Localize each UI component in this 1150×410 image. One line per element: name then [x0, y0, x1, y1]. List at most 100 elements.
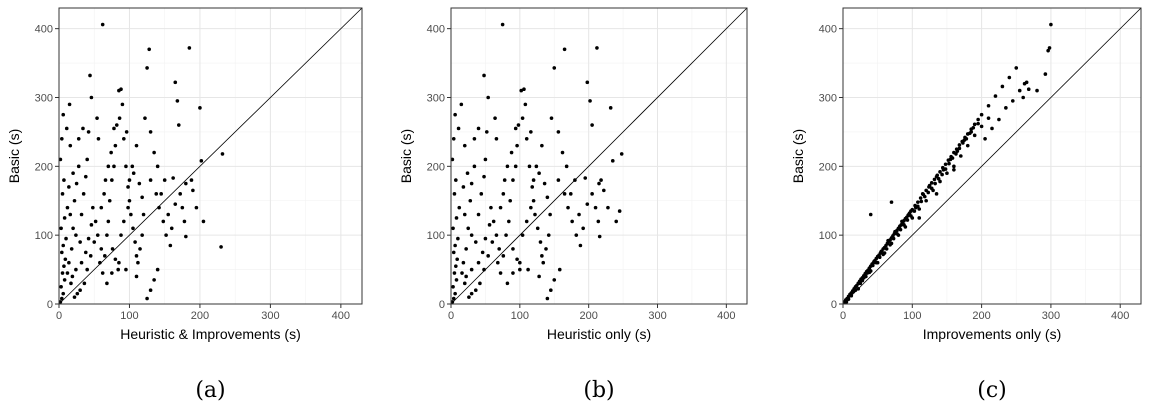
- data-point: [515, 257, 519, 262]
- data-point: [147, 47, 151, 52]
- data-point: [573, 178, 577, 182]
- y-tick-label: 300: [427, 92, 445, 104]
- data-point: [955, 149, 960, 153]
- data-point: [68, 143, 73, 148]
- data-point: [110, 271, 114, 275]
- x-tick-label: 300: [648, 310, 666, 322]
- data-point: [148, 130, 153, 134]
- data-point: [860, 278, 865, 283]
- data-point: [986, 116, 991, 120]
- data-point: [109, 150, 113, 155]
- x-axis-title: Heuristic only (s): [547, 326, 651, 342]
- data-point: [114, 123, 119, 127]
- data-point: [964, 136, 969, 141]
- data-point: [957, 143, 962, 147]
- data-point: [65, 205, 70, 210]
- data-point: [933, 181, 937, 186]
- data-point: [452, 192, 457, 196]
- data-point: [159, 192, 163, 196]
- data-point: [106, 219, 111, 224]
- data-point: [113, 143, 118, 148]
- data-point: [556, 178, 561, 182]
- data-point: [489, 205, 493, 210]
- data-point: [548, 212, 552, 217]
- data-point: [454, 178, 458, 182]
- data-point: [91, 205, 95, 210]
- data-point: [58, 300, 63, 304]
- data-point: [116, 267, 120, 272]
- data-point: [916, 200, 920, 204]
- data-point: [498, 205, 503, 210]
- data-point: [879, 249, 883, 254]
- data-point: [588, 99, 592, 103]
- data-point: [83, 250, 88, 255]
- y-tick-label: 200: [819, 161, 837, 173]
- data-point: [891, 236, 896, 241]
- data-point: [534, 164, 539, 169]
- data-point: [529, 205, 533, 210]
- data-point: [473, 288, 478, 293]
- y-axis-title: Basic (s): [398, 129, 414, 183]
- data-point: [187, 46, 192, 50]
- data-point: [130, 164, 135, 169]
- data-point: [469, 291, 474, 296]
- data-point: [529, 130, 533, 134]
- x-tick-label: 200: [972, 310, 990, 322]
- data-point: [61, 291, 66, 296]
- data-point: [199, 159, 204, 163]
- data-point: [68, 212, 73, 217]
- data-point: [220, 152, 225, 156]
- y-tick-label: 0: [439, 299, 445, 311]
- data-point: [456, 126, 461, 131]
- data-point: [464, 247, 468, 251]
- data-point: [867, 270, 872, 275]
- data-point: [103, 178, 108, 182]
- data-point: [140, 195, 144, 200]
- data-point: [59, 226, 63, 231]
- data-point: [483, 157, 488, 162]
- data-point: [473, 240, 478, 244]
- data-point: [82, 281, 87, 286]
- data-point: [531, 198, 536, 203]
- y-tick-label: 400: [427, 24, 445, 36]
- data-point: [537, 171, 541, 176]
- data-point: [451, 284, 455, 289]
- data-point: [468, 198, 473, 203]
- data-point: [518, 260, 522, 265]
- data-point: [70, 274, 75, 279]
- data-point: [542, 181, 547, 186]
- data-point: [881, 252, 885, 257]
- data-point: [64, 126, 69, 131]
- data-point: [62, 178, 66, 182]
- data-point: [155, 164, 160, 169]
- data-point: [983, 136, 987, 141]
- data-point: [145, 66, 149, 70]
- data-point: [929, 186, 934, 191]
- data-point: [541, 260, 546, 265]
- x-tick-label: 100: [903, 310, 921, 322]
- data-point: [69, 281, 73, 286]
- data-point: [76, 164, 81, 169]
- data-point: [462, 143, 467, 148]
- data-point: [858, 281, 863, 286]
- data-point: [533, 212, 537, 217]
- data-point: [886, 238, 890, 243]
- data-point: [511, 178, 515, 182]
- data-point: [556, 130, 561, 134]
- data-point: [562, 47, 567, 52]
- data-point: [469, 181, 474, 186]
- data-point: [78, 288, 82, 293]
- data-point: [968, 131, 972, 136]
- data-point: [518, 267, 522, 272]
- data-point: [959, 154, 963, 158]
- data-point: [85, 267, 89, 272]
- data-point: [976, 117, 980, 122]
- data-point: [143, 116, 147, 120]
- data-point: [453, 291, 457, 296]
- data-point: [117, 116, 122, 120]
- data-point: [943, 162, 948, 167]
- y-tick-label: 100: [819, 230, 837, 242]
- data-point: [965, 143, 970, 148]
- data-point: [487, 223, 492, 227]
- data-point: [597, 234, 602, 239]
